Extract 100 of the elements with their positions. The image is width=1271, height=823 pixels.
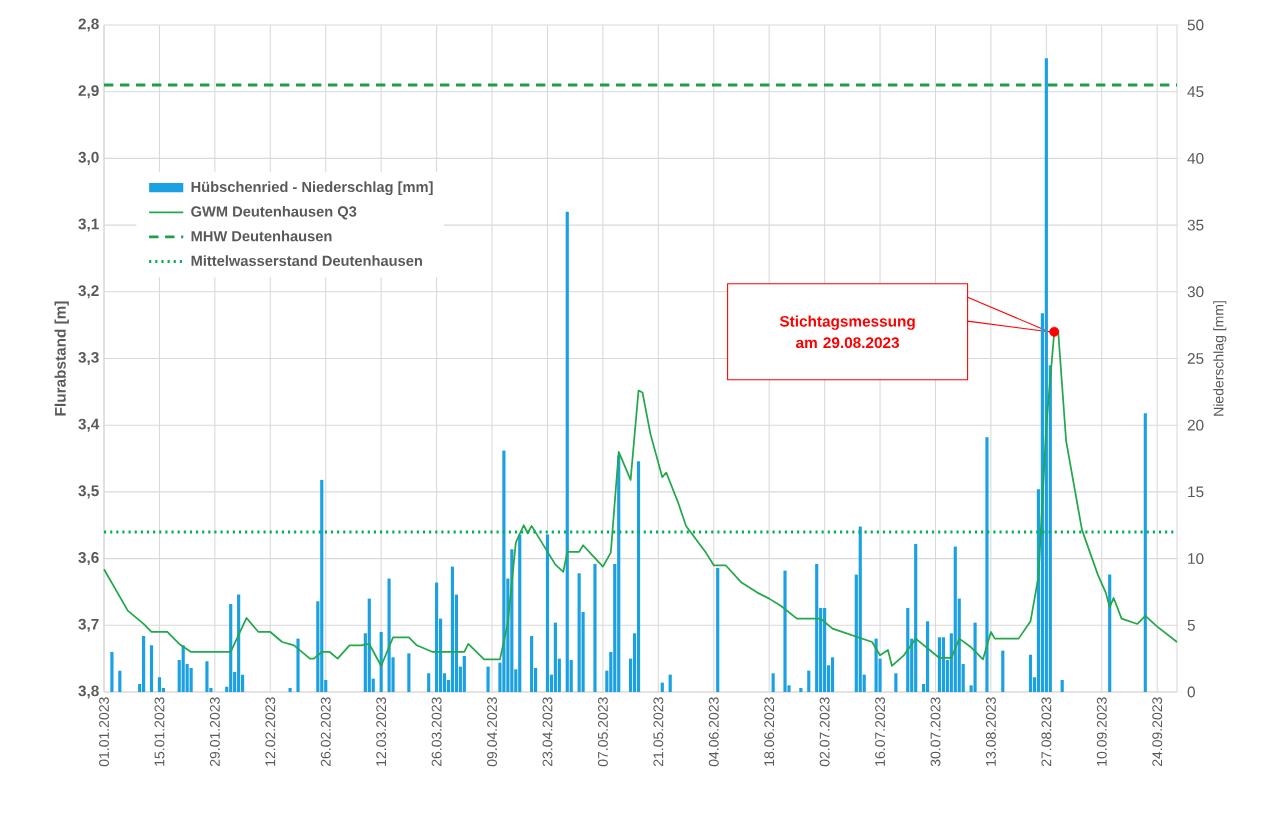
bar: [157, 677, 162, 692]
y-tick-label: 3,8: [78, 685, 99, 699]
bar: [593, 563, 597, 692]
bar: [830, 657, 835, 692]
bar: [985, 437, 989, 692]
y-tick-label: 2,8: [78, 18, 99, 32]
x-tick-label: 16.07.2023: [875, 697, 886, 766]
bar: [530, 635, 534, 692]
bar: [973, 622, 977, 692]
bar: [565, 211, 569, 692]
y2-tick-label: 5: [1187, 619, 1195, 631]
x-tick-label: 12.02.2023: [265, 697, 276, 766]
y2-tick-label: 20: [1187, 419, 1204, 431]
bar: [296, 638, 300, 692]
x-tick-label: 24.09.2023: [1152, 697, 1163, 767]
x-tick-label: 07.05.2023: [597, 697, 608, 767]
y-tick-label: 3,3: [78, 351, 99, 366]
x-tick-label: 21.05.2023: [653, 697, 664, 767]
x-tick-label: 10.09.2023: [1096, 697, 1107, 766]
y-tick-label: 2,9: [78, 85, 99, 99]
bar: [110, 651, 114, 692]
legend-label: Hübschenried - Niederschlag [mm]: [191, 181, 433, 196]
bar: [1108, 574, 1112, 692]
y-tick-label: 3,1: [78, 218, 99, 232]
bar: [1044, 58, 1048, 692]
bar: [783, 570, 787, 692]
x-tick-label: 26.03.2023: [431, 697, 442, 767]
x-tick-label: 27.08.2023: [1041, 697, 1052, 767]
bar: [237, 594, 241, 692]
bar: [288, 687, 292, 692]
bar: [450, 566, 455, 692]
y-tick-label: 3,2: [78, 285, 99, 299]
bar: [925, 621, 930, 692]
x-tick-label: 09.04.2023: [487, 697, 497, 767]
bar: [427, 673, 431, 692]
bar: [906, 607, 910, 692]
bar: [205, 661, 209, 692]
legend-label: MHW Deutenhausen: [191, 230, 332, 242]
bar: [716, 567, 720, 692]
bar: [486, 666, 490, 692]
y2-tick-label: 35: [1187, 219, 1204, 231]
annotation: Stichtagsmessung am 29.08.2023: [779, 315, 915, 349]
bar: [668, 674, 672, 692]
x-tick-label: 23.04.2023: [542, 697, 553, 767]
bar: [1028, 654, 1033, 692]
y2-tick-label: 45: [1187, 86, 1204, 98]
bar: [553, 622, 557, 692]
bar: [1001, 650, 1005, 692]
bar: [617, 455, 621, 692]
y-tick-label: 3,4: [78, 418, 100, 432]
bar: [815, 563, 819, 692]
bar: [894, 673, 898, 692]
bar: [545, 534, 550, 692]
x-tick-label: 26.02.2023: [320, 697, 331, 767]
x-tick-label: 18.06.2023: [764, 697, 775, 766]
bar: [518, 534, 522, 692]
bar: [320, 479, 324, 692]
bar: [387, 578, 391, 692]
bar: [937, 637, 942, 692]
x-tick-label: 02.07.2023: [819, 697, 830, 767]
bar: [462, 655, 466, 692]
bar: [189, 667, 193, 692]
bar: [914, 543, 918, 692]
bar: [941, 637, 945, 692]
bar: [636, 461, 641, 692]
y2-tick-label: 25: [1187, 353, 1204, 364]
bar: [118, 670, 122, 692]
bar: [149, 645, 154, 692]
y-tick-label: 3,5: [78, 485, 99, 499]
bar: [142, 635, 146, 692]
y-tick-label: 3,6: [78, 552, 99, 566]
y2-tick-label: 30: [1187, 286, 1204, 298]
x-tick-label: 13.08.2023: [985, 697, 996, 766]
y2-axis-title: Niederschlag [mm]: [1213, 301, 1227, 416]
x-tick-label: 04.06.2023: [708, 697, 719, 767]
bar: [858, 526, 862, 692]
bar: [435, 582, 439, 692]
bar: [799, 687, 803, 692]
x-tick-label: 15.01.2023: [154, 697, 165, 766]
bar: [502, 450, 506, 692]
bar: [771, 673, 775, 692]
bar: [660, 682, 664, 692]
bar: [1060, 679, 1064, 692]
y-tick-label: 3,7: [78, 618, 99, 632]
x-tick-label: 29.01.2023: [209, 697, 220, 767]
legend-label: GWM Deutenhausen Q3: [191, 205, 357, 220]
x-tick-label: 12.03.2023: [376, 697, 387, 766]
bar: [229, 603, 233, 692]
y2-tick-label: 50: [1187, 19, 1204, 31]
bar: [953, 546, 957, 692]
y2-tick-label: 0: [1187, 686, 1195, 698]
bar: [823, 607, 827, 692]
y2-tick-label: 40: [1187, 152, 1204, 164]
bar: [577, 573, 581, 692]
bar: [407, 653, 411, 692]
bar: [807, 670, 811, 692]
bar: [181, 645, 185, 692]
y-tick-label: 3,0: [78, 151, 99, 165]
legend-label: Mittelwasserstand Deutenhausen: [191, 255, 422, 266]
x-tick-label: 30.07.2023: [930, 697, 941, 767]
